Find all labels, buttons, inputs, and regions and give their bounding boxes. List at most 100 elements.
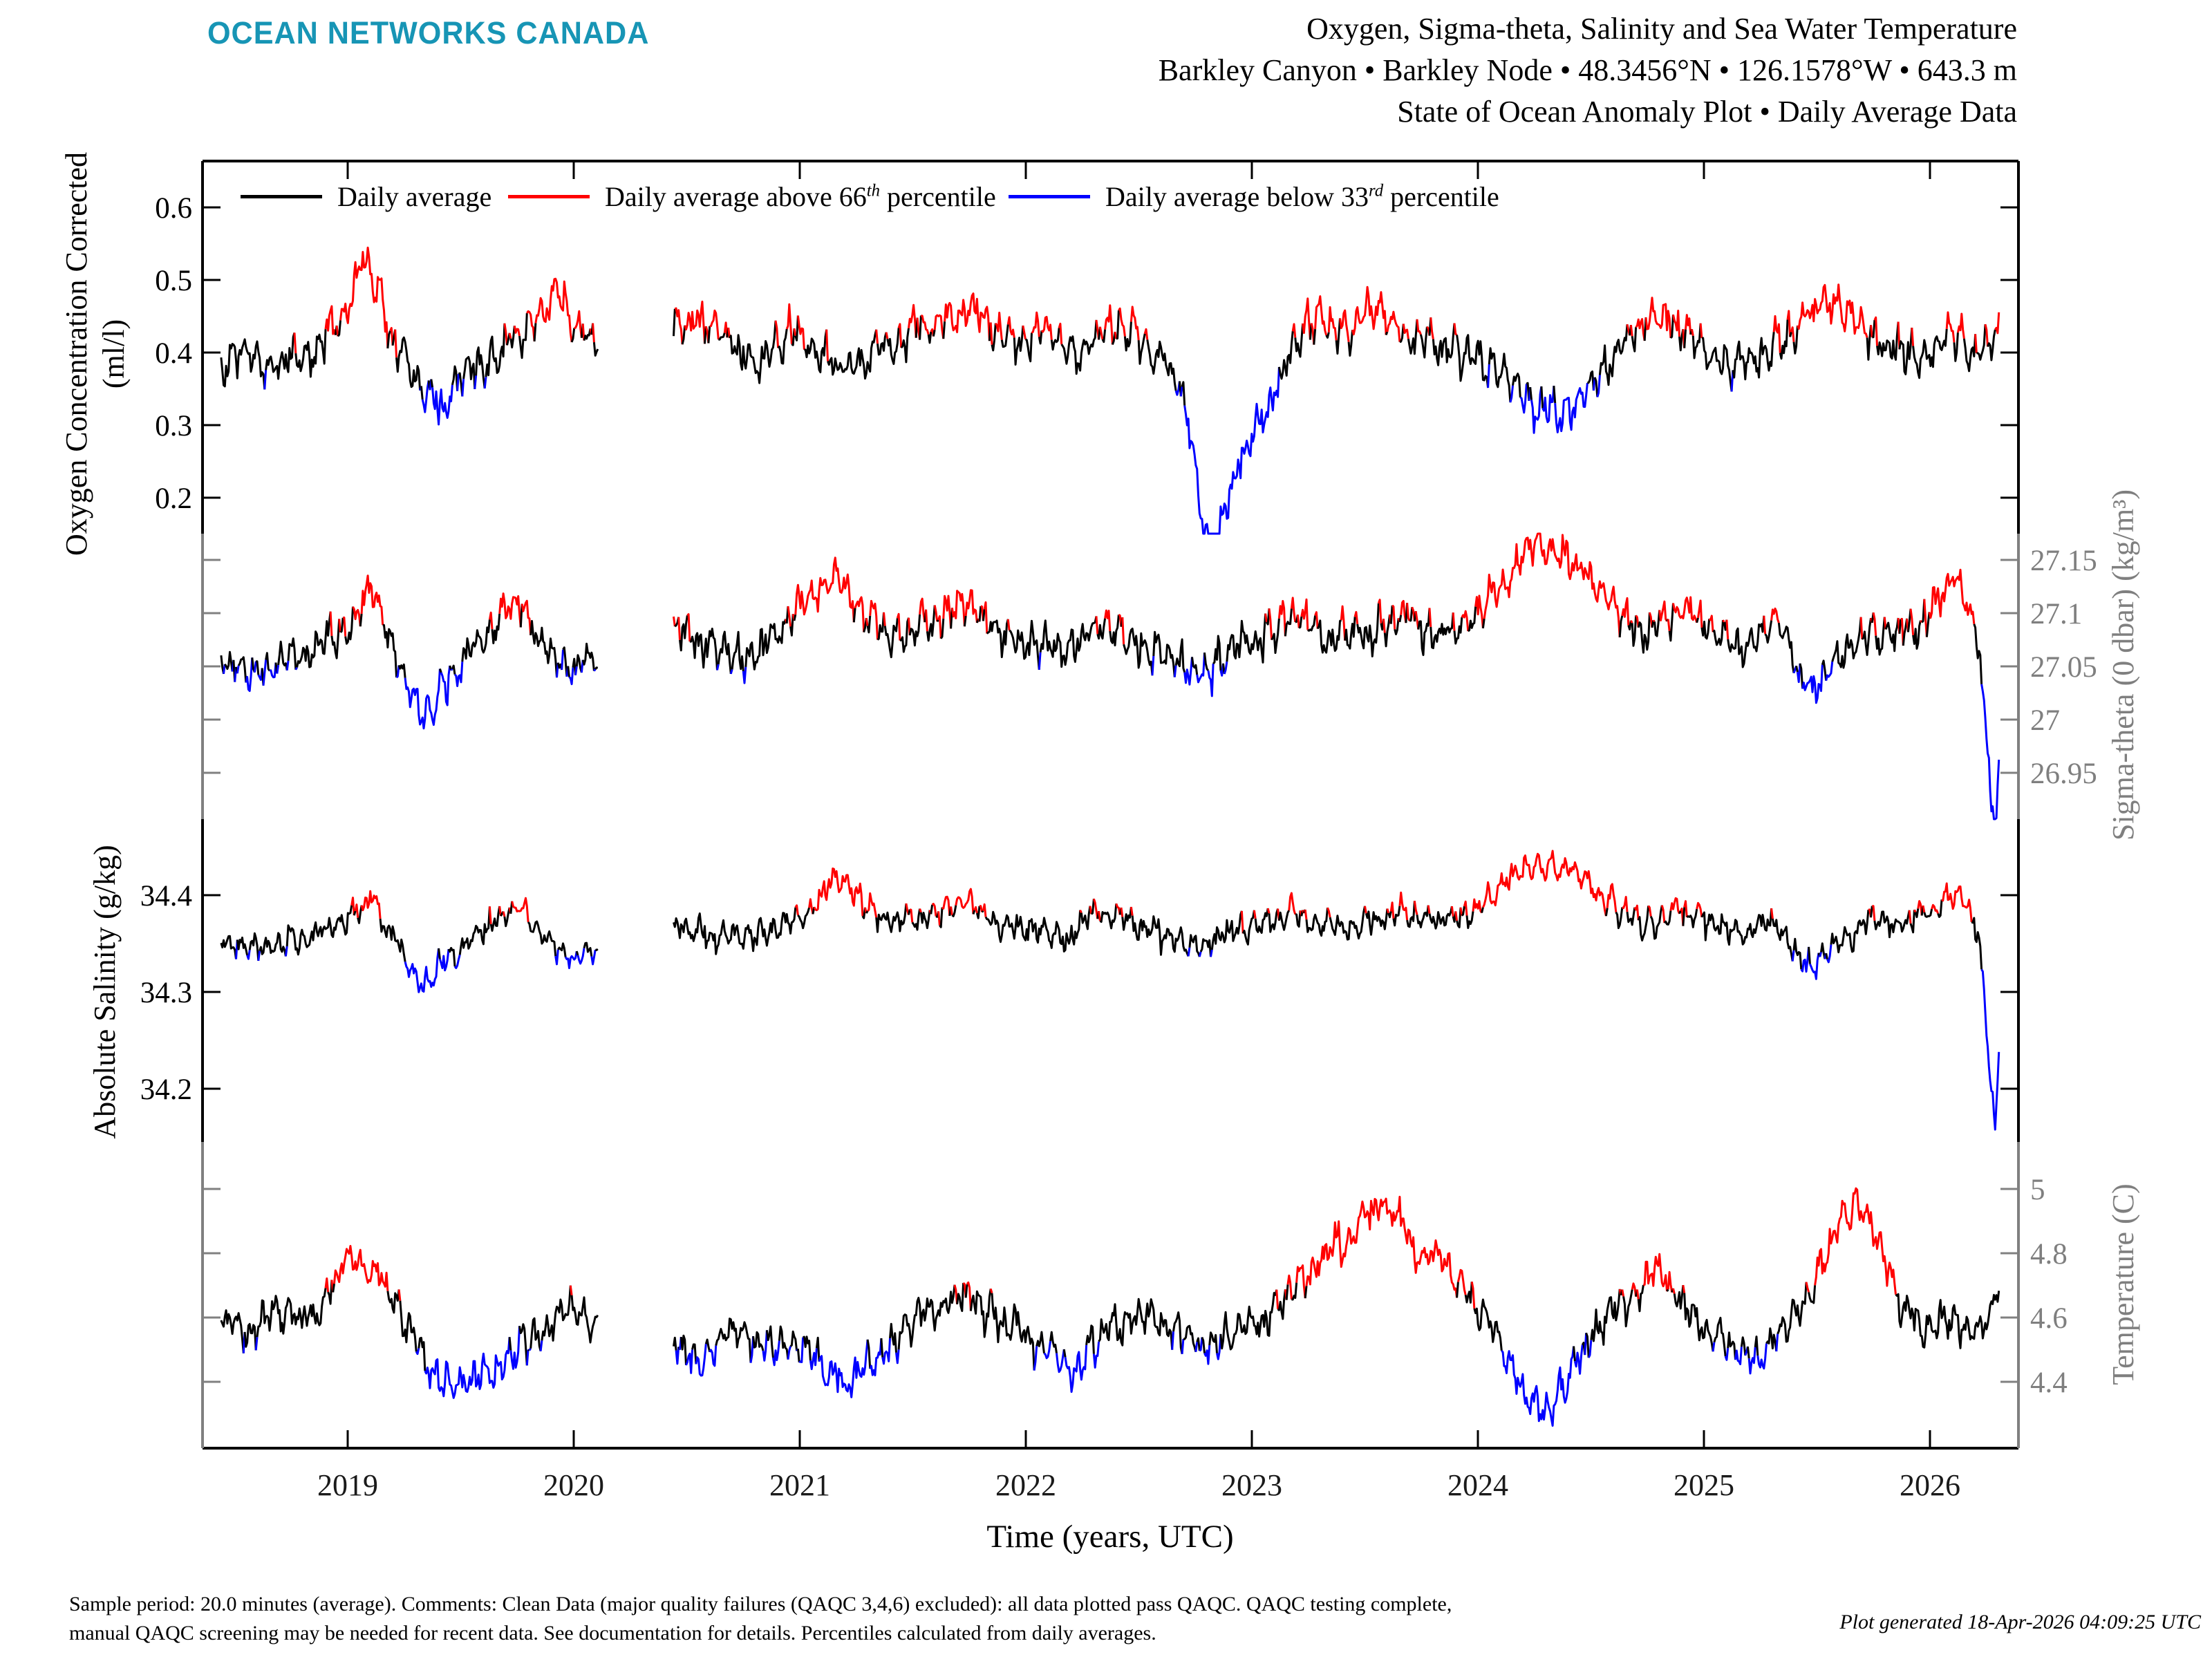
series-salinity — [503, 907, 511, 928]
series-oxygen — [1098, 326, 1104, 340]
series-sigma-theta — [1861, 617, 1872, 656]
series-salinity — [1941, 882, 1973, 923]
series-temperature — [695, 1344, 707, 1377]
series-temperature — [256, 1288, 327, 1338]
series-oxygen — [1596, 375, 1601, 397]
series-oxygen — [673, 308, 676, 337]
series-sigma-theta — [983, 601, 988, 634]
series-salinity — [1427, 905, 1431, 914]
series-oxygen — [1519, 384, 1528, 414]
series-sigma-theta — [1725, 619, 1730, 639]
series-sigma-theta — [731, 630, 744, 672]
series-salinity — [1254, 908, 1269, 934]
series-sigma-theta — [1196, 653, 1206, 684]
series-sigma-theta — [1875, 617, 1886, 656]
series-sigma-theta — [360, 574, 384, 626]
series-sigma-theta — [451, 664, 456, 675]
series-sigma-theta — [1300, 598, 1309, 630]
series-salinity — [813, 868, 864, 917]
series-oxygen — [827, 329, 878, 380]
series-sigma-theta — [1872, 612, 1877, 636]
legend-label: Daily average above 66th percentile — [605, 180, 996, 212]
series-sigma-theta — [1631, 615, 1638, 647]
series-oxygen — [518, 313, 528, 359]
series-sigma-theta — [1653, 610, 1661, 637]
series-temperature — [749, 1335, 755, 1363]
series-sigma-theta — [1277, 600, 1286, 637]
series-salinity — [1253, 910, 1257, 919]
series-temperature — [1208, 1331, 1218, 1353]
series-sigma-theta — [594, 666, 599, 671]
series-sigma-theta — [285, 660, 290, 671]
series-temperature — [803, 1335, 812, 1361]
series-salinity — [673, 907, 797, 955]
series-temperature — [332, 1283, 335, 1293]
series-sigma-theta — [338, 619, 341, 632]
series-sigma-theta — [294, 666, 298, 671]
series-temperature — [1756, 1343, 1768, 1370]
series-sigma-theta — [919, 597, 926, 623]
series-oxygen — [1631, 327, 1638, 353]
series-temperature — [1203, 1345, 1211, 1365]
series-salinity — [1917, 900, 1923, 916]
series-sigma-theta — [1474, 594, 1484, 629]
series-oxygen — [1962, 334, 1977, 373]
series-sigma-theta — [1394, 618, 1400, 635]
series-sigma-theta — [1430, 612, 1454, 650]
series-salinity — [583, 941, 593, 957]
series-oxygen — [503, 323, 508, 346]
series-temperature — [1501, 1346, 1575, 1427]
series-oxygen — [1530, 386, 1543, 434]
series-temperature — [570, 1295, 599, 1344]
series-salinity — [1327, 907, 1331, 918]
series-salinity — [1398, 891, 1409, 921]
series-sigma-theta — [1825, 662, 1834, 682]
y-tick-label-sigma-theta-27: 27 — [2030, 704, 2060, 737]
series-sigma-theta — [1481, 618, 1485, 629]
series-salinity — [438, 948, 441, 959]
series-salinity — [1771, 918, 1794, 962]
y-axis-label-oxygen: Oxygen Concentration Corrected (ml/l) — [59, 151, 131, 556]
legend-label: Daily average — [337, 180, 492, 212]
series-oxygen — [1022, 325, 1027, 340]
series-salinity — [1633, 904, 1640, 921]
series-oxygen — [574, 310, 583, 338]
series-temperature — [1672, 1288, 1676, 1294]
series-oxygen — [681, 325, 686, 345]
series-temperature — [964, 1284, 968, 1298]
series-oxygen — [793, 328, 797, 336]
series-salinity — [1872, 905, 1876, 921]
series-temperature — [881, 1338, 891, 1365]
series-temperature — [787, 1346, 792, 1360]
series-oxygen — [394, 329, 397, 358]
plot-generated-timestamp: Plot generated 18-Apr-2026 04:09:25 UTC — [1839, 1611, 2201, 1633]
series-salinity — [1456, 907, 1462, 928]
series-salinity — [1305, 907, 1329, 937]
series-sigma-theta — [1795, 666, 1799, 673]
y-axis-label-salinity: Absolute Salinity (g/kg) — [88, 845, 122, 1139]
series-oxygen — [1277, 331, 1294, 380]
series-salinity — [1364, 906, 1367, 914]
series-sigma-theta — [1123, 628, 1154, 676]
series-temperature — [1216, 1333, 1222, 1360]
series-salinity — [1092, 898, 1099, 919]
series-salinity — [1923, 908, 1933, 918]
series-temperature — [1194, 1342, 1199, 1352]
series-salinity — [1241, 910, 1255, 946]
y-axis-label-temperature: Temperature (C) — [2106, 1183, 2140, 1385]
series-salinity — [1682, 907, 1686, 926]
series-salinity — [1482, 850, 1607, 917]
series-sigma-theta — [1400, 599, 1407, 624]
series-oxygen — [335, 325, 339, 337]
series-salinity — [284, 946, 288, 957]
series-oxygen — [920, 314, 930, 335]
series-sigma-theta — [395, 665, 400, 679]
series-oxygen — [1351, 285, 1387, 336]
series-salinity — [919, 908, 922, 913]
series-oxygen — [1399, 324, 1405, 344]
series-sigma-theta — [883, 618, 899, 659]
series-temperature — [709, 1345, 718, 1367]
series-salinity — [865, 910, 869, 914]
series-salinity — [911, 908, 921, 931]
series-salinity — [1971, 917, 1983, 970]
